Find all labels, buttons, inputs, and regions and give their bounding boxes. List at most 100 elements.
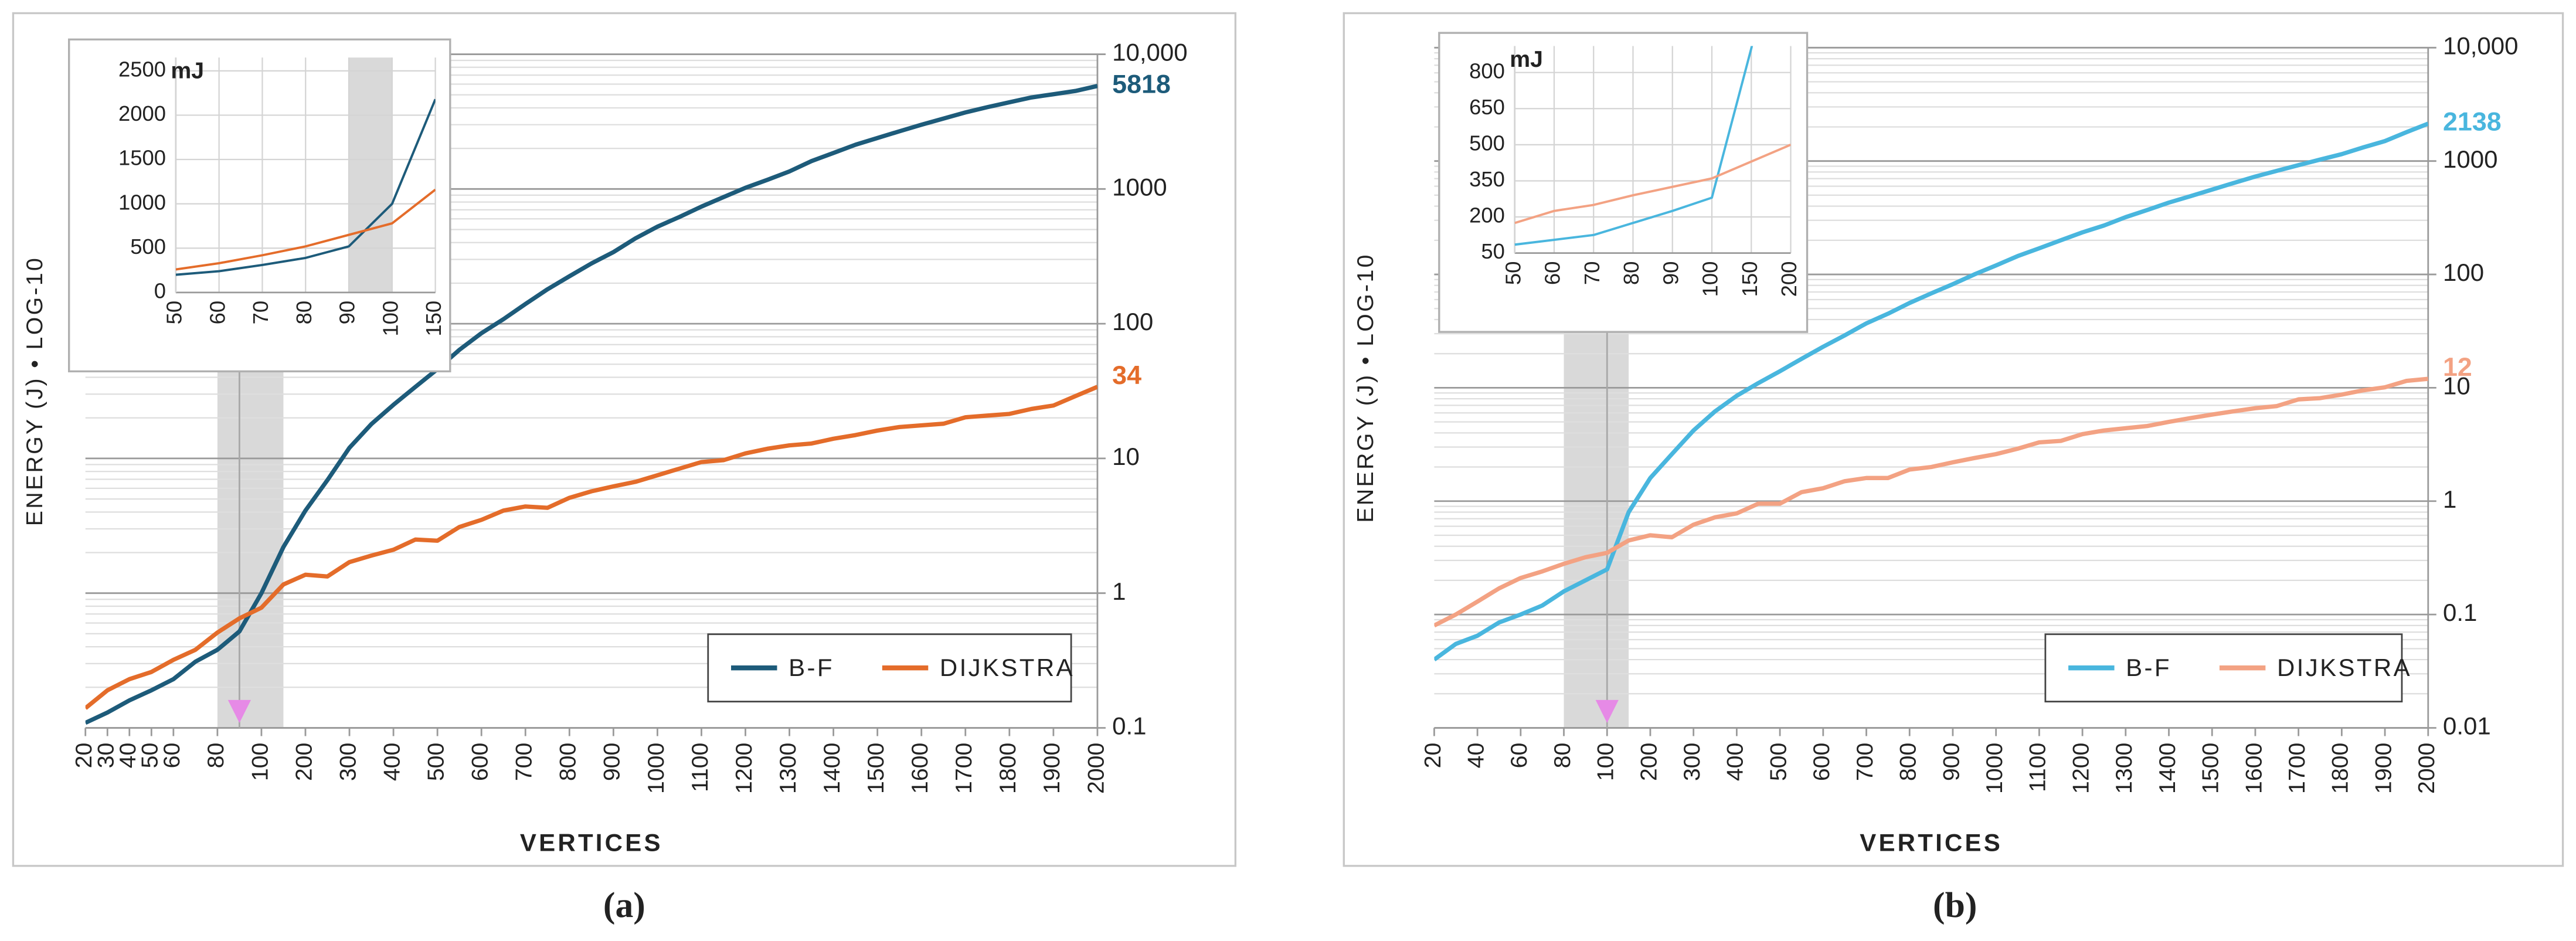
x-tick-label: 1400 [2154, 743, 2180, 794]
x-tick-label: 700 [1852, 743, 1878, 781]
x-tick-label: 1300 [2111, 743, 2137, 794]
x-tick-label: 100 [1593, 743, 1619, 781]
y-axis-label: ENERGY (J) • LOG-10 [22, 256, 47, 526]
y-tick-label: 100 [2443, 259, 2484, 286]
y-tick-label: 1000 [2443, 145, 2497, 173]
inset-x-tick-label: 200 [1777, 261, 1801, 297]
inset-x-tick-label: 60 [205, 301, 229, 325]
x-tick-label: 1400 [819, 743, 845, 794]
caption: (b) [1933, 885, 1977, 925]
y-tick-label: 10,000 [2443, 32, 2519, 59]
x-tick-label: 1700 [2284, 743, 2310, 794]
x-tick-label: 1200 [731, 743, 757, 794]
inset-x-tick-label: 100 [1698, 261, 1722, 297]
legend-label: B-F [789, 654, 834, 681]
x-tick-label: 500 [1765, 743, 1791, 781]
x-tick-label: 900 [599, 743, 625, 781]
highlight-band [349, 57, 392, 293]
inset-y-tick-label: 2000 [118, 101, 166, 125]
x-tick-label: 700 [511, 743, 537, 781]
inset-unit-label: mJ [171, 58, 204, 84]
series-line [175, 98, 436, 276]
inset-y-tick-label: 350 [1469, 167, 1505, 191]
series-line [85, 385, 1097, 710]
inset-y-tick-label: 200 [1469, 203, 1505, 227]
inset-x-tick-label: 60 [1541, 261, 1565, 286]
x-tick-label: 20 [71, 743, 97, 769]
y-tick-label: 1000 [1112, 173, 1167, 201]
x-axis-label: VERTICES [520, 829, 663, 857]
panel: 0.01 0.1 1 10 100 1000 10,000 20 40 60 80 100 200 300… [1343, 12, 2564, 925]
x-tick-label: 1800 [2327, 743, 2353, 794]
series-line [1434, 376, 2428, 628]
inset-y-tick-label: 2500 [118, 57, 166, 81]
inset-x-tick-label: 100 [378, 301, 402, 337]
series-line [1434, 121, 2428, 662]
inset-y-tick-label: 500 [1469, 131, 1505, 155]
x-tick-label: 20 [1420, 743, 1446, 769]
caption: (a) [603, 885, 645, 925]
x-tick-label: 600 [1809, 743, 1834, 781]
x-tick-label: 30 [93, 743, 119, 769]
x-tick-label: 400 [1722, 743, 1748, 781]
x-tick-label: 800 [555, 743, 581, 781]
inset-x-tick-label: 150 [422, 301, 446, 337]
y-tick-label: 10 [2443, 372, 2470, 400]
inset-x-tick-label: 150 [1738, 261, 1762, 297]
x-axis-label: VERTICES [1860, 829, 2003, 857]
inset-x-tick-label: 50 [1501, 261, 1525, 286]
end-label: 2138 [2443, 107, 2502, 137]
y-tick-label: 10 [1112, 443, 1140, 470]
legend-label: B-F [2126, 654, 2171, 681]
x-tick-label: 100 [247, 743, 273, 781]
x-tick-label: 1200 [2068, 743, 2094, 794]
x-tick-label: 1500 [863, 743, 889, 794]
x-tick-label: 1600 [2241, 743, 2266, 794]
inset-x-tick-label: 80 [1619, 261, 1643, 286]
inset-x-tick-label: 90 [335, 301, 359, 325]
marker-arrow [1595, 699, 1619, 723]
x-tick-label: 60 [1506, 743, 1532, 769]
y-tick-label: 0.1 [2443, 599, 2477, 626]
inset-y-tick-label: 800 [1469, 59, 1505, 83]
x-tick-label: 900 [1938, 743, 1964, 781]
legend-label: DIJKSTRA [940, 654, 1075, 681]
legend: B-F DIJKSTRA [2044, 633, 2410, 703]
inset-y-tick-label: 0 [154, 278, 166, 303]
series-line [1514, 46, 1753, 246]
inset-y-tick-label: 1000 [118, 190, 166, 214]
x-tick-label: 300 [335, 743, 361, 781]
x-tick-label: 300 [1679, 743, 1705, 781]
x-tick-label: 1100 [687, 743, 713, 792]
x-tick-label: 1600 [907, 743, 933, 794]
y-tick-label: 0.1 [1112, 712, 1146, 740]
marker-arrow [227, 699, 252, 723]
inset-x-tick-label: 70 [1580, 261, 1604, 286]
y-tick-label: 100 [1112, 308, 1153, 335]
inset-y-tick-label: 650 [1469, 95, 1505, 119]
inset-y-tick-label: 1500 [118, 146, 166, 170]
inset: 50 60 70 80 90 100 150 200 50 200 350 500 650 800 mJ [1438, 32, 1809, 333]
inset-x-tick-label: 80 [292, 301, 316, 325]
x-tick-label: 1900 [2370, 743, 2396, 794]
x-tick-label: 2000 [1083, 743, 1109, 794]
x-tick-label: 600 [467, 743, 493, 781]
end-label: 5818 [1112, 69, 1171, 98]
x-tick-label: 1000 [1982, 743, 2007, 794]
x-tick-label: 500 [423, 743, 449, 781]
series-line [1514, 144, 1791, 225]
x-tick-label: 1800 [995, 743, 1021, 794]
x-tick-label: 80 [203, 743, 229, 769]
x-tick-label: 800 [1895, 743, 1921, 781]
end-label: 34 [1112, 360, 1141, 390]
series-line [85, 84, 1097, 725]
y-tick-label: 0.01 [2443, 712, 2491, 740]
x-tick-label: 40 [1463, 743, 1488, 769]
y-tick-label: 10,000 [1112, 39, 1188, 66]
y-tick-label: 1 [2443, 485, 2456, 513]
inset-x-tick-label: 90 [1659, 261, 1683, 286]
inset-x-tick-label: 50 [162, 301, 186, 325]
x-tick-label: 1300 [775, 743, 801, 794]
